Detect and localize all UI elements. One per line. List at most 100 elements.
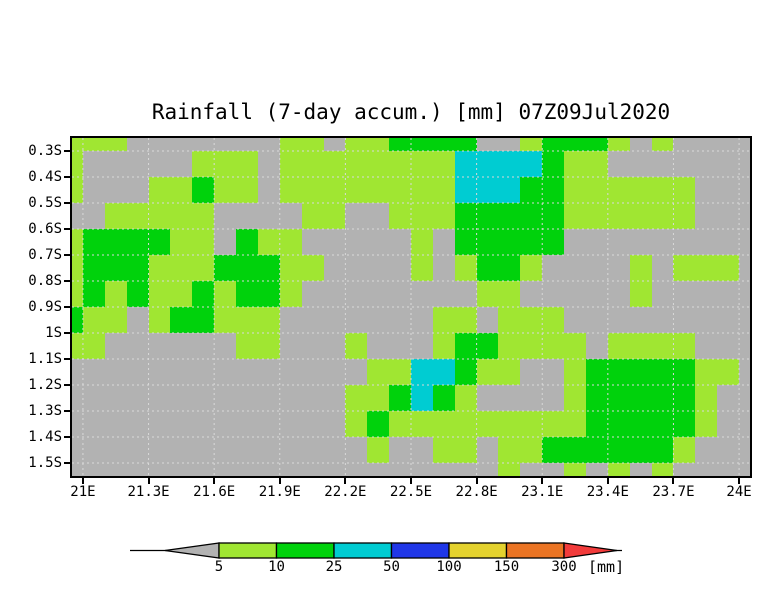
grid-cell	[104, 255, 127, 281]
colorbar	[130, 542, 622, 559]
grid-cell	[673, 177, 696, 203]
grid-cell	[345, 203, 368, 229]
grid-cell	[257, 437, 280, 463]
y-axis-label: 0.5S	[28, 195, 62, 211]
grid-cell	[432, 177, 455, 203]
grid-cell	[673, 138, 696, 151]
grid-cell	[564, 255, 586, 281]
grid-cell	[367, 177, 390, 203]
grid-cell	[148, 229, 171, 255]
grid-cell	[148, 281, 171, 307]
grid-cell	[148, 463, 171, 476]
grid-cell	[389, 255, 411, 281]
grid-cell	[323, 359, 346, 385]
grid-cell	[192, 437, 215, 463]
grid-cell	[301, 229, 324, 255]
grid-cell	[72, 359, 83, 385]
grid-cell	[651, 177, 674, 203]
grid-cell	[607, 151, 630, 177]
y-tick-mark	[64, 150, 71, 152]
grid-cell	[498, 463, 521, 476]
grid-cell	[389, 411, 411, 437]
grid-cell	[585, 463, 608, 476]
grid-cell	[192, 255, 215, 281]
grid-cell	[148, 437, 171, 463]
grid-cell	[82, 359, 105, 385]
grid-cell	[82, 203, 105, 229]
colorbar-tick-label: 150	[493, 559, 520, 575]
grid-cell	[323, 281, 346, 307]
grid-cell	[629, 333, 652, 359]
grid-cell	[432, 411, 455, 437]
grid-cell	[542, 255, 565, 281]
grid-cell	[170, 385, 193, 411]
grid-cell	[695, 177, 718, 203]
grid-cell	[498, 307, 521, 333]
grid-cell	[82, 281, 105, 307]
y-tick-mark	[64, 436, 71, 438]
colorbar-tick-label: 100	[436, 559, 462, 575]
grid-cell	[104, 138, 127, 151]
grid-cell	[126, 359, 149, 385]
y-tick-mark	[64, 176, 71, 178]
grid-cell	[695, 437, 718, 463]
grid-cell	[389, 333, 411, 359]
grid-cell	[476, 177, 499, 203]
grid-cell	[411, 411, 433, 437]
grid-cell	[520, 281, 543, 307]
grid-cell	[170, 307, 193, 333]
grid-cell	[739, 229, 750, 255]
y-tick-mark	[64, 384, 71, 386]
grid-cell	[432, 203, 455, 229]
grid-cell	[542, 151, 565, 177]
grid-cell	[454, 307, 477, 333]
x-tick-mark	[672, 478, 675, 484]
grid-cell	[170, 411, 193, 437]
colorbar-segment	[218, 542, 278, 559]
grid-cell	[717, 463, 740, 476]
grid-cell	[629, 359, 652, 385]
grid-cell	[454, 281, 477, 307]
colorbar-unit-label: [mm]	[588, 558, 625, 576]
x-axis-label: 24E	[726, 484, 752, 500]
grid-cell	[126, 333, 149, 359]
grid-cell	[192, 203, 215, 229]
grid-cell	[454, 385, 477, 411]
grid-cell	[476, 138, 499, 151]
grid-cell	[476, 359, 499, 385]
grid-cell	[170, 463, 193, 476]
grid-cell	[607, 463, 630, 476]
grid-cell	[279, 385, 302, 411]
grid-cell	[564, 437, 586, 463]
grid-cell	[520, 437, 543, 463]
grid-cell	[72, 437, 83, 463]
y-tick-mark	[64, 306, 71, 308]
grid-cell	[345, 307, 368, 333]
grid-cell	[323, 203, 346, 229]
grid-cell	[717, 359, 740, 385]
grid-cell	[236, 229, 258, 255]
chart-title: Rainfall (7-day accum.) [mm] 07Z09Jul202…	[151, 100, 671, 124]
grid-cell	[148, 255, 171, 281]
grid-cell	[739, 151, 750, 177]
grid-cell	[629, 411, 652, 437]
grid-cell	[345, 385, 368, 411]
grid-cell	[432, 255, 455, 281]
grid-cell	[257, 333, 280, 359]
grid-cell	[542, 307, 565, 333]
grid-cell	[323, 229, 346, 255]
grid-cell	[367, 229, 390, 255]
grid-cell	[192, 138, 215, 151]
grid-cell	[673, 255, 696, 281]
grid-cell	[72, 203, 83, 229]
grid-cell	[367, 281, 390, 307]
grid-cell	[104, 307, 127, 333]
grid-cell	[520, 177, 543, 203]
x-axis-label: 22.5E	[389, 484, 433, 500]
grid-cell	[148, 138, 171, 151]
grid-cell	[651, 411, 674, 437]
y-tick-mark	[64, 280, 71, 282]
grid-cell	[192, 463, 215, 476]
grid-cell	[476, 385, 499, 411]
grid-cell	[739, 255, 750, 281]
